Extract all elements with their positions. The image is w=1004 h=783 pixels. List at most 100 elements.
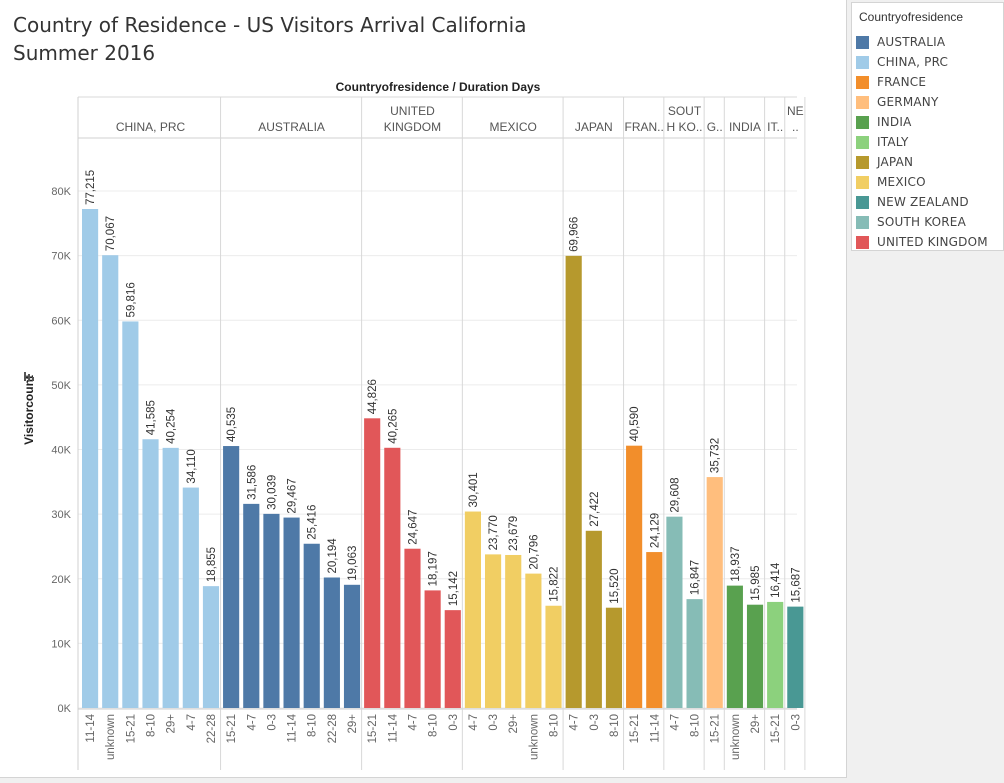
bar-value-label: 18,197 bbox=[428, 551, 440, 586]
bar-value-label: 29,608 bbox=[669, 477, 681, 512]
legend-item[interactable]: ITALY bbox=[856, 134, 909, 150]
bar bbox=[666, 516, 683, 708]
x-tick-label: 15-21 bbox=[367, 714, 379, 743]
page-title: Country of Residence - US Visitors Arriv… bbox=[13, 13, 527, 37]
group-header-label: .. bbox=[792, 120, 799, 134]
bar-value-label: 40,265 bbox=[387, 409, 399, 444]
bar bbox=[404, 548, 421, 708]
bar-value-label: 41,585 bbox=[146, 400, 158, 435]
group-header-label: NE bbox=[787, 104, 804, 118]
column-header-title: Countryofresidence / Duration Days bbox=[336, 80, 541, 94]
x-tick-label: unknown bbox=[730, 714, 742, 760]
legend-swatch bbox=[856, 175, 869, 189]
x-tick-label: unknown bbox=[528, 714, 540, 760]
legend-item[interactable]: INDIA bbox=[856, 114, 912, 130]
legend-label: AUSTRALIA bbox=[877, 35, 946, 49]
bar-value-label: 23,679 bbox=[508, 516, 520, 551]
group-header-label: SOUT bbox=[668, 104, 702, 118]
bar bbox=[444, 610, 461, 708]
bar bbox=[605, 607, 623, 708]
legend-label: MEXICO bbox=[877, 175, 926, 189]
x-tick-label: 8-10 bbox=[549, 714, 561, 737]
x-tick-label: 8-10 bbox=[146, 714, 158, 737]
x-tick-label: 0-3 bbox=[790, 714, 802, 731]
bar-value-label: 44,826 bbox=[367, 379, 379, 414]
legend-item[interactable]: CHINA, PRC bbox=[856, 54, 948, 70]
bar-value-label: 15,142 bbox=[448, 571, 460, 606]
group-header-label: INDIA bbox=[729, 120, 761, 134]
bar bbox=[202, 586, 220, 708]
legend-swatch bbox=[856, 115, 869, 129]
legend-swatch bbox=[856, 35, 869, 49]
group-header-label: CHINA, PRC bbox=[116, 120, 186, 134]
x-tick-label: 4-7 bbox=[569, 714, 581, 731]
x-tick-label: 8-10 bbox=[307, 714, 319, 737]
y-tick-label: 80K bbox=[51, 186, 71, 198]
legend-item[interactable]: GERMANY bbox=[856, 94, 939, 110]
bar bbox=[746, 604, 764, 708]
bar bbox=[283, 517, 300, 708]
legend-label: UNITED KINGDOM bbox=[877, 235, 988, 249]
legend-label: SOUTH KOREA bbox=[877, 215, 967, 229]
bar-value-label: 40,254 bbox=[166, 408, 178, 444]
y-tick-label: 10K bbox=[51, 638, 71, 650]
bar-value-label: 34,110 bbox=[186, 449, 198, 483]
bar bbox=[82, 208, 99, 709]
x-tick-label: 15-21 bbox=[125, 714, 137, 743]
y-axis-label: Visitorcount bbox=[22, 375, 36, 445]
sort-icon bbox=[28, 374, 30, 381]
legend-item[interactable]: AUSTRALIA bbox=[856, 34, 945, 50]
bar-value-label: 30,401 bbox=[468, 472, 480, 507]
bar bbox=[726, 585, 743, 708]
group-header-label: G.. bbox=[707, 120, 723, 134]
bar bbox=[343, 584, 361, 708]
x-tick-label: 29+ bbox=[508, 714, 520, 734]
x-tick-label: 11-14 bbox=[85, 713, 97, 742]
x-tick-label: 15-21 bbox=[710, 714, 722, 743]
bar bbox=[303, 543, 320, 708]
bar-value-label: 27,422 bbox=[589, 492, 601, 527]
group-header-label: KINGDOM bbox=[384, 120, 441, 134]
sort-icon bbox=[24, 372, 26, 381]
legend-label: GERMANY bbox=[877, 95, 939, 109]
legend-item[interactable]: JAPAN bbox=[856, 154, 913, 170]
legend-label: INDIA bbox=[877, 115, 912, 129]
legend-item[interactable]: UNITED KINGDOM bbox=[856, 234, 988, 250]
color-legend[interactable]: Countryofresidence AUSTRALIA CHINA, PRC FR… bbox=[851, 2, 1004, 251]
legend-item[interactable]: FRANCE bbox=[856, 74, 926, 90]
group-header-label: MEXICO bbox=[490, 120, 537, 134]
bar-value-label: 24,129 bbox=[649, 513, 661, 548]
bar-value-label: 31,586 bbox=[246, 465, 258, 500]
bar bbox=[505, 554, 522, 708]
bar bbox=[162, 447, 179, 708]
x-tick-label: 22-28 bbox=[206, 714, 218, 743]
legend-swatch bbox=[856, 155, 869, 169]
x-tick-label: 4-7 bbox=[669, 714, 681, 731]
bar-value-label: 23,770 bbox=[488, 515, 500, 550]
bar-value-label: 24,647 bbox=[407, 510, 419, 545]
x-tick-label: 29+ bbox=[347, 714, 359, 734]
legend-swatch bbox=[856, 75, 869, 89]
bar-value-label: 40,590 bbox=[629, 406, 641, 441]
chart-panel: Country of Residence - US Visitors Arriv… bbox=[0, 0, 847, 778]
page-subtitle: Summer 2016 bbox=[13, 41, 156, 65]
bar-value-label: 19,063 bbox=[347, 546, 359, 581]
x-tick-label: 29+ bbox=[750, 714, 762, 734]
x-tick-label: 0-3 bbox=[589, 714, 601, 731]
bar bbox=[545, 605, 562, 708]
legend-item[interactable]: MEXICO bbox=[856, 174, 926, 190]
y-tick-label: 50K bbox=[51, 380, 71, 392]
legend-title: Countryofresidence bbox=[859, 10, 964, 24]
legend-label: CHINA, PRC bbox=[877, 55, 949, 69]
bar-value-label: 16,414 bbox=[770, 562, 782, 598]
bar-value-label: 20,194 bbox=[327, 538, 339, 574]
bar-value-label: 70,067 bbox=[105, 216, 117, 251]
y-tick-label: 40K bbox=[51, 445, 71, 457]
legend-item[interactable]: SOUTH KOREA bbox=[856, 214, 966, 230]
bar bbox=[767, 601, 784, 708]
x-tick-label: 11-14 bbox=[387, 713, 399, 742]
legend-label: NEW ZEALAND bbox=[877, 195, 969, 209]
bar-value-label: 15,822 bbox=[549, 567, 561, 602]
bar bbox=[525, 573, 542, 708]
legend-item[interactable]: NEW ZEALAND bbox=[856, 194, 969, 210]
